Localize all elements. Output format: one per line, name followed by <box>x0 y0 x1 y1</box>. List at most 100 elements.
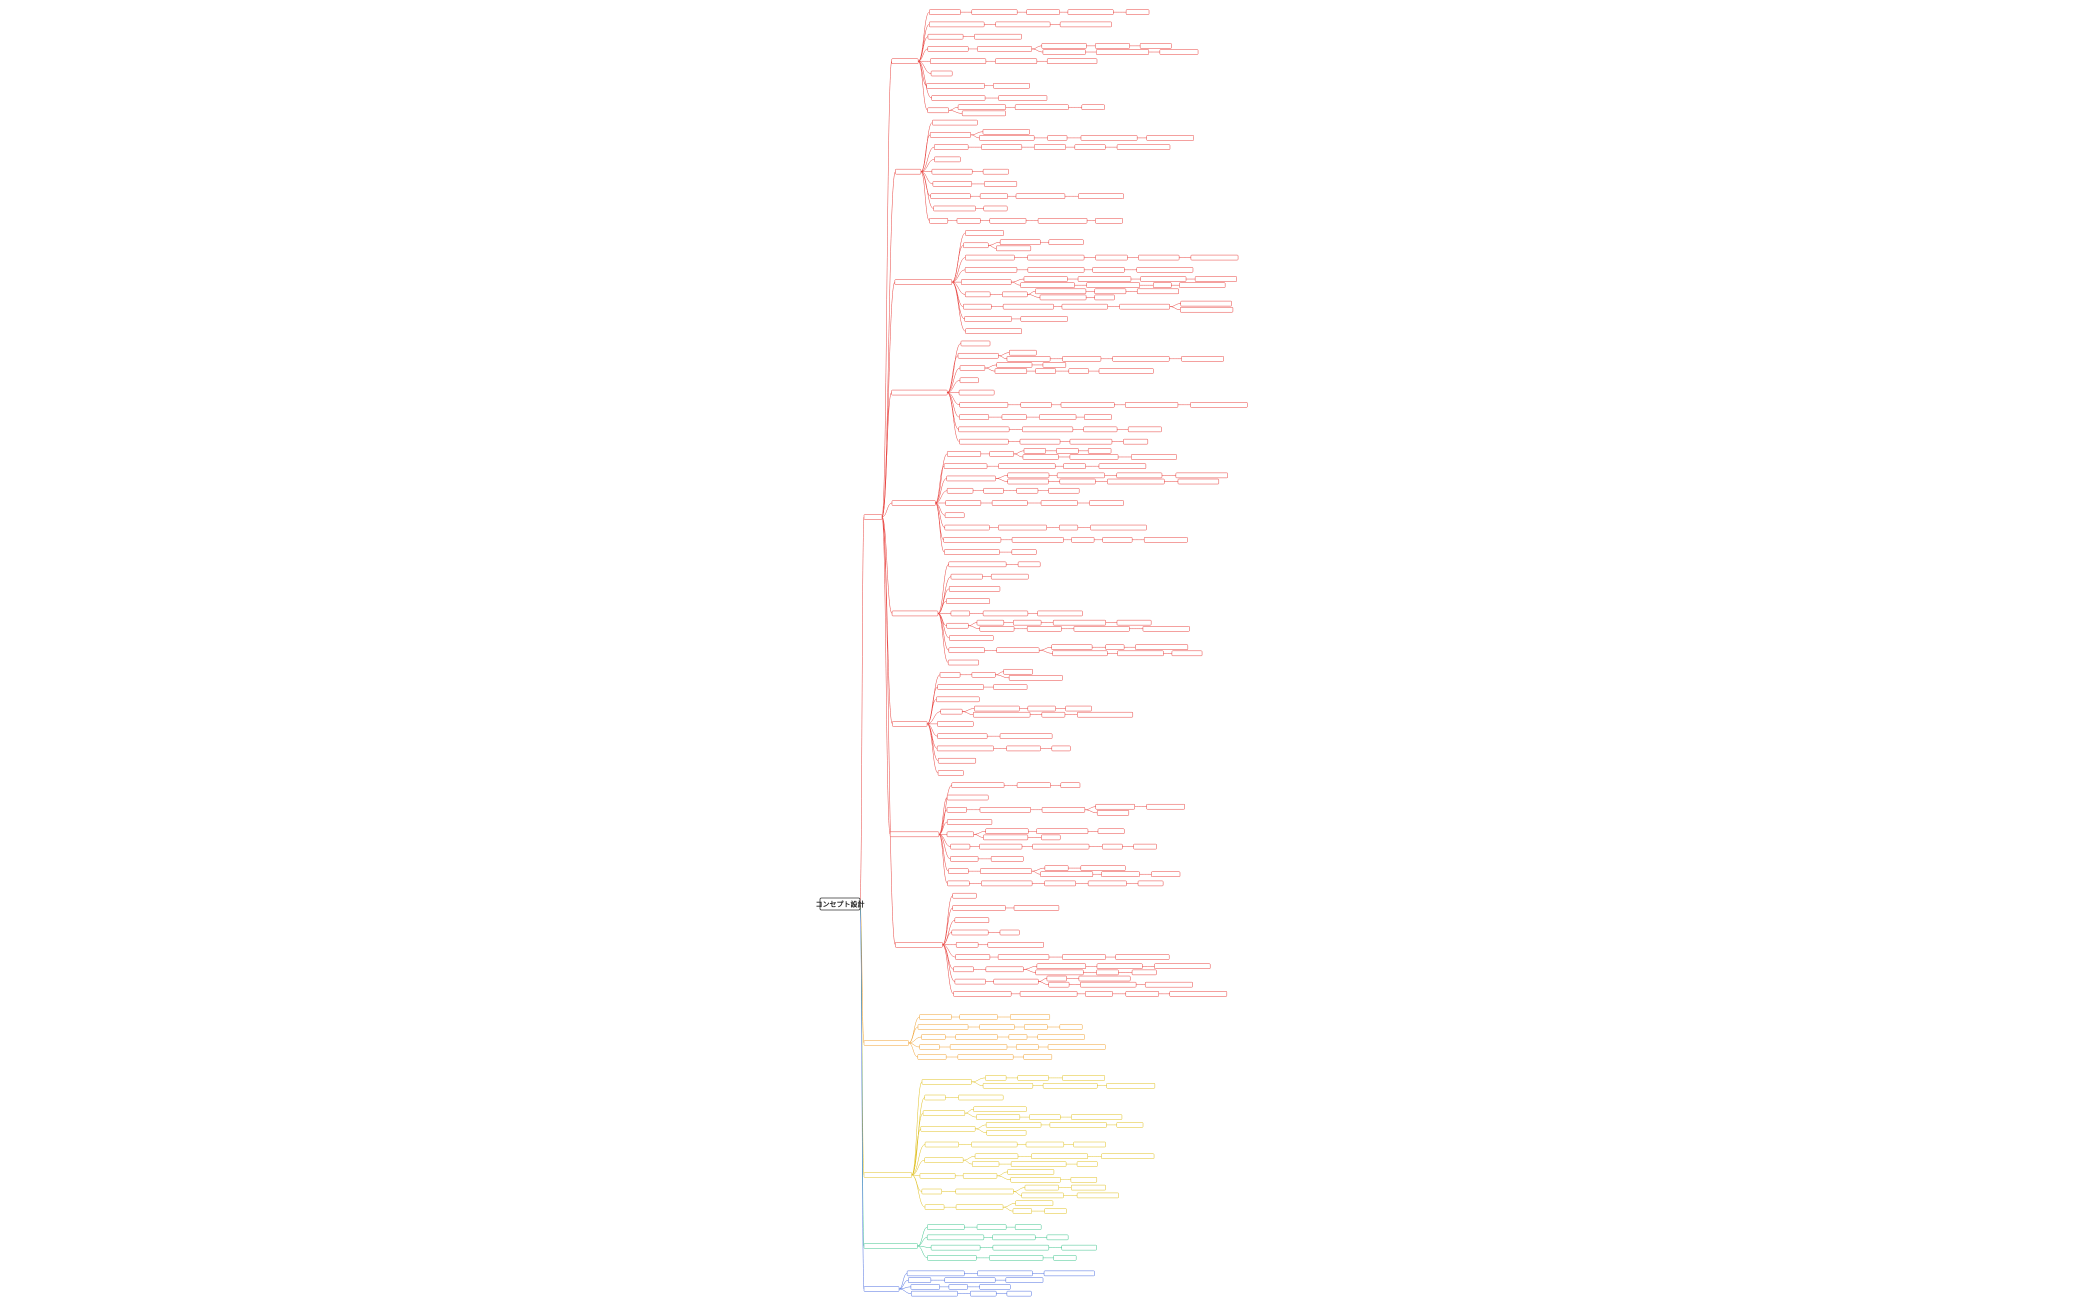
link <box>968 625 980 630</box>
node-box <box>932 119 978 126</box>
node-box <box>1015 1044 1039 1050</box>
node-box <box>1067 9 1114 15</box>
node-box <box>957 104 1006 110</box>
node-box <box>937 733 988 739</box>
node-box <box>944 512 965 519</box>
link <box>1003 1203 1016 1208</box>
node-box <box>1074 144 1106 150</box>
link <box>995 674 1010 679</box>
link <box>911 1081 923 1176</box>
node-box <box>959 365 986 371</box>
node-box <box>1094 288 1127 295</box>
node-box <box>991 500 1028 506</box>
node-box <box>1040 871 1094 877</box>
node-box <box>979 193 1008 199</box>
node-box <box>993 83 1030 89</box>
link <box>1039 646 1052 651</box>
node-box <box>1015 1200 1054 1206</box>
node-box <box>1061 303 1108 310</box>
link <box>1038 978 1047 982</box>
link <box>917 60 928 111</box>
node-box <box>999 239 1041 245</box>
link <box>975 1128 987 1133</box>
node-box <box>1032 843 1090 850</box>
link <box>920 171 930 222</box>
node-box <box>1131 454 1177 460</box>
node-box <box>1044 880 1077 887</box>
link <box>951 257 966 283</box>
node-box <box>959 438 1009 445</box>
node-box <box>996 647 1040 654</box>
node-box <box>1071 1184 1106 1191</box>
links <box>859 11 1196 1294</box>
node-box <box>946 807 967 813</box>
node-box <box>863 1243 918 1249</box>
link <box>911 1159 925 1176</box>
node-box <box>1011 549 1037 555</box>
node-box <box>964 267 1018 273</box>
node-box <box>1154 963 1211 970</box>
node-box <box>1007 478 1049 485</box>
node-box <box>948 586 1001 592</box>
node-box <box>924 1157 964 1163</box>
node-box <box>926 83 985 89</box>
node-box <box>965 328 1022 334</box>
node-box <box>1069 454 1119 460</box>
link <box>908 1036 922 1044</box>
node-box <box>1078 193 1124 199</box>
link <box>964 1112 977 1118</box>
node-box <box>1081 104 1105 110</box>
link <box>920 134 931 172</box>
node-box <box>1080 981 1137 988</box>
node-box <box>974 33 1022 40</box>
node-box <box>1127 426 1162 433</box>
node-box <box>977 46 1032 52</box>
node-box <box>917 1024 969 1030</box>
node-box <box>924 1141 959 1148</box>
link <box>899 1288 912 1294</box>
node-box <box>906 1270 965 1277</box>
link <box>1084 806 1096 811</box>
node-box <box>971 1141 1018 1148</box>
link <box>951 281 966 332</box>
link <box>942 907 953 946</box>
link <box>926 699 937 725</box>
node-box <box>1041 834 1061 841</box>
node-box <box>961 279 1012 285</box>
node-box <box>1175 472 1228 479</box>
node-box <box>1086 282 1140 288</box>
node-box <box>1069 438 1113 445</box>
link <box>996 1171 1008 1177</box>
link <box>973 834 984 838</box>
node-box <box>889 831 940 838</box>
node-box <box>1001 414 1027 420</box>
link <box>881 516 893 725</box>
node-box <box>980 868 1032 874</box>
node-box <box>943 537 1002 543</box>
node-box <box>965 230 1004 236</box>
node-box <box>934 156 961 163</box>
node-box <box>1096 969 1119 976</box>
node-box <box>1049 1122 1107 1128</box>
node-box <box>1095 254 1128 261</box>
node-box <box>1014 1224 1042 1230</box>
node-box <box>992 1234 1036 1241</box>
node-box <box>949 635 994 641</box>
link <box>935 478 947 504</box>
node-box <box>993 684 1028 690</box>
node-box <box>959 402 1009 408</box>
link <box>908 1026 919 1044</box>
node-box <box>973 1106 1027 1112</box>
node-box <box>1101 871 1140 877</box>
node-box <box>930 1244 981 1251</box>
link <box>917 1245 932 1248</box>
link <box>926 723 939 774</box>
node-box <box>985 1075 1007 1081</box>
link <box>1023 969 1036 973</box>
node-box <box>937 684 984 690</box>
link <box>881 516 891 835</box>
node-box <box>1062 356 1102 362</box>
node-box <box>1116 619 1152 626</box>
root-label: コンセプト設計 <box>816 900 865 909</box>
node-box <box>1095 803 1135 810</box>
